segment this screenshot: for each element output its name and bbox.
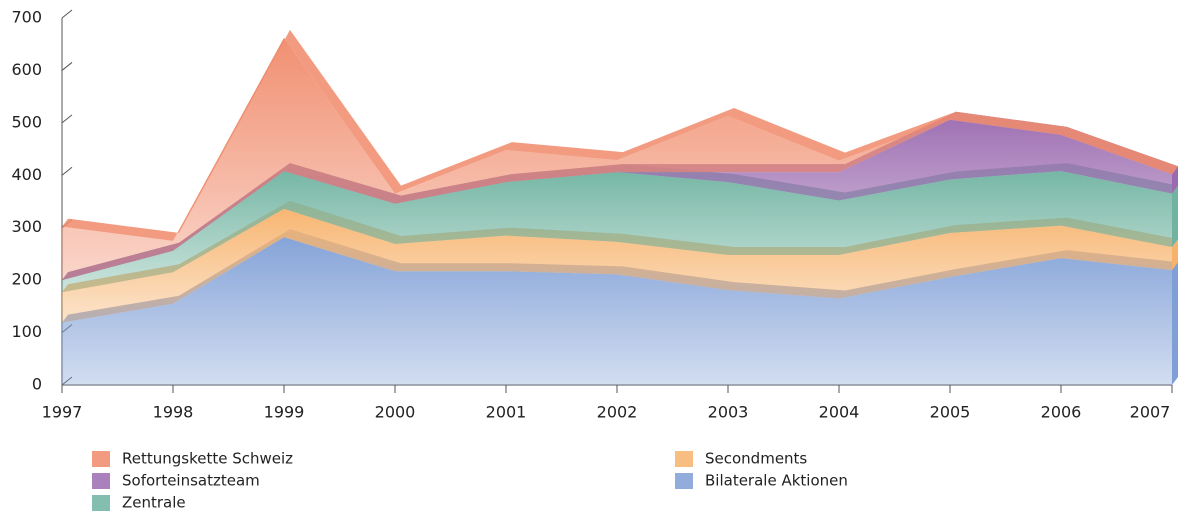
area-side <box>1172 166 1178 194</box>
x-tick-label: 2007 <box>1130 403 1171 422</box>
legend-swatch <box>92 451 110 467</box>
legend-label: Secondments <box>705 450 807 468</box>
legend-label: Zentrale <box>122 494 186 512</box>
legend-label: Bilaterale Aktionen <box>705 472 848 490</box>
area <box>62 119 1172 281</box>
x-tick-label: 2005 <box>930 403 971 422</box>
y-tick-label: 200 <box>11 270 42 289</box>
area <box>62 37 1172 281</box>
x-tick-label: 2002 <box>597 403 638 422</box>
y-tick-label: 100 <box>11 322 42 341</box>
area <box>62 171 1172 293</box>
x-tick-label: 2000 <box>375 403 416 422</box>
y-tick-label: 400 <box>11 165 42 184</box>
x-tick-label: 2004 <box>819 403 860 422</box>
x-tick-label: 2001 <box>486 403 527 422</box>
y-tick-label: 0 <box>32 375 42 394</box>
x-tick-label: 2006 <box>1041 403 1082 422</box>
y-tick <box>61 9 73 19</box>
legend-swatch <box>92 473 110 489</box>
legend-label: Rettungskette Schweiz <box>122 450 293 468</box>
y-tick-label: 600 <box>11 60 42 79</box>
x-tick-label: 2003 <box>708 403 749 422</box>
area-side <box>1172 239 1178 271</box>
y-tick-label: 700 <box>11 8 42 27</box>
area-side <box>1172 262 1178 385</box>
legend-swatch <box>92 495 110 511</box>
legend-label: Soforteinsatzteam <box>122 472 260 490</box>
y-tick-label: 300 <box>11 217 42 236</box>
y-tick <box>61 114 73 124</box>
legend-swatch <box>675 451 693 467</box>
area <box>62 237 1172 385</box>
x-tick-label: 1997 <box>42 403 83 422</box>
area <box>62 208 1172 323</box>
x-tick-label: 1999 <box>264 403 305 422</box>
y-tick-label: 500 <box>11 112 42 131</box>
x-tick-label: 1998 <box>153 403 194 422</box>
y-tick <box>61 62 73 71</box>
y-tick <box>61 166 73 176</box>
legend-swatch <box>675 473 693 489</box>
area-side <box>1172 185 1178 248</box>
